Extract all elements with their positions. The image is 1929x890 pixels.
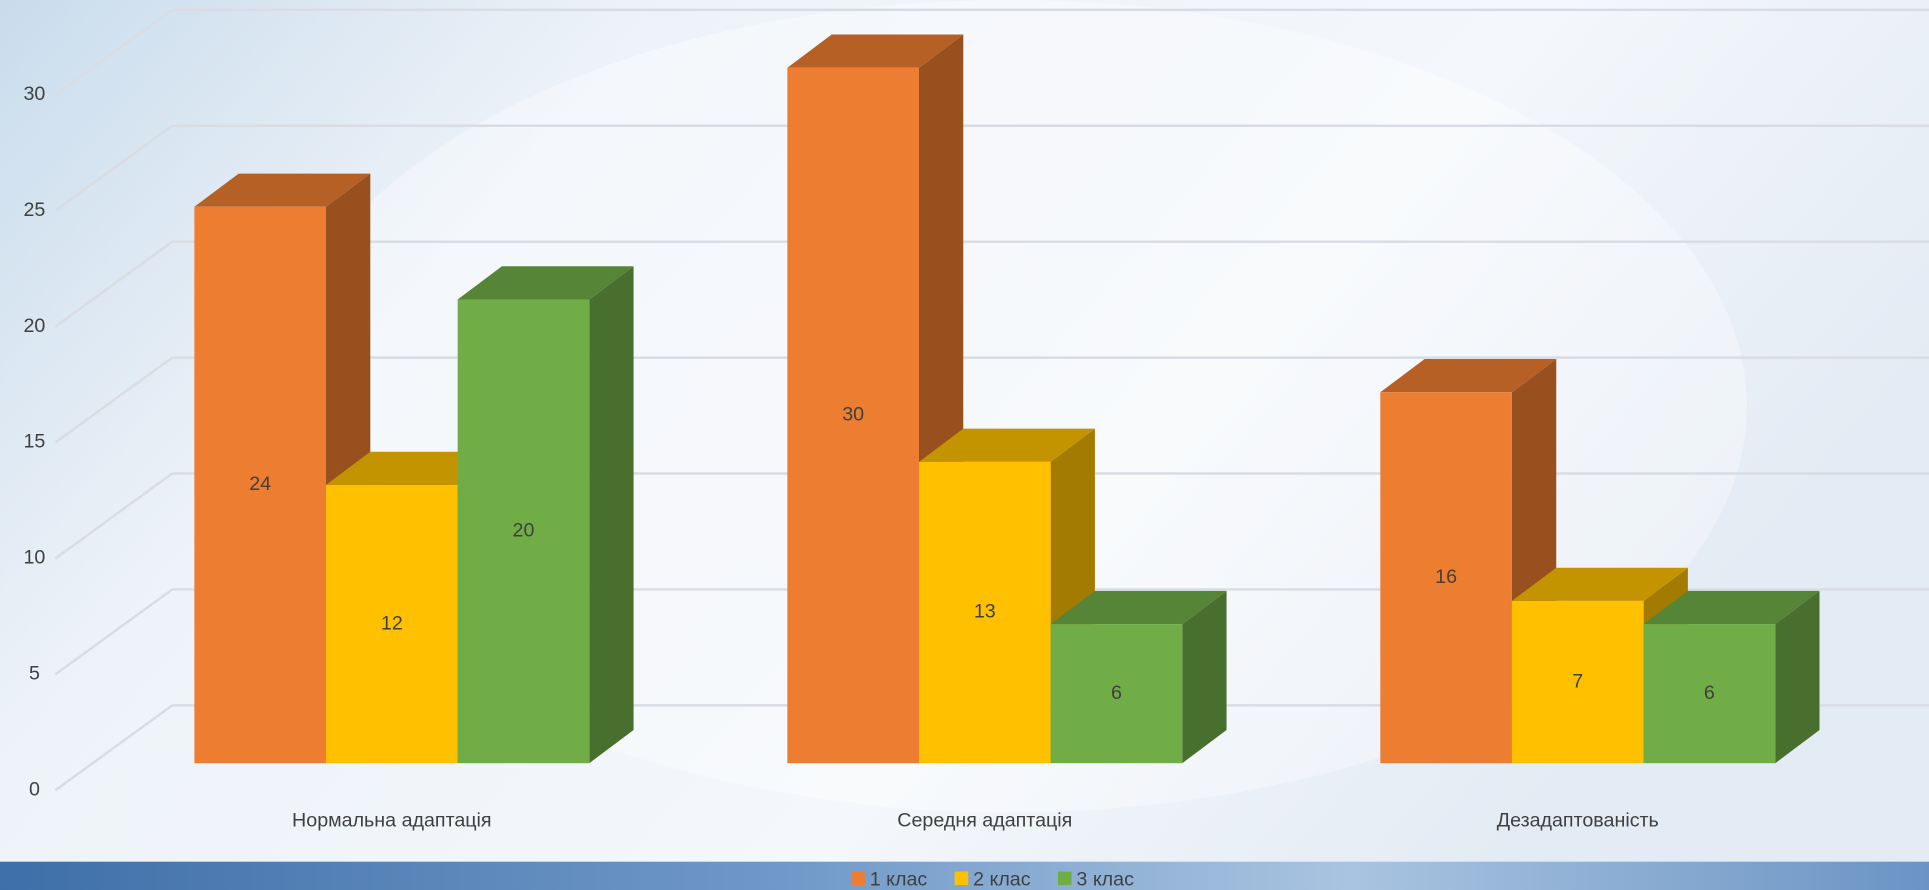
data-label: 24 bbox=[249, 473, 271, 495]
legend-swatch bbox=[851, 871, 865, 886]
legend-label: 2 клас bbox=[973, 868, 1031, 890]
grid-line-floor bbox=[54, 124, 173, 212]
bar bbox=[918, 461, 1051, 764]
data-label: 6 bbox=[1704, 682, 1715, 704]
bar-top bbox=[1643, 590, 1820, 625]
y-tick-label: 25 bbox=[24, 199, 46, 221]
legend-swatch bbox=[954, 871, 969, 886]
data-label: 7 bbox=[1572, 670, 1583, 692]
data-label: 30 bbox=[842, 404, 864, 426]
bar-top bbox=[457, 266, 634, 300]
data-label: 20 bbox=[513, 520, 535, 542]
data-label: 13 bbox=[974, 601, 996, 623]
bar-side bbox=[1775, 590, 1820, 764]
bar bbox=[1380, 392, 1512, 764]
data-label: 12 bbox=[381, 612, 403, 634]
legend-label: 1 клас bbox=[870, 868, 928, 890]
bar bbox=[1050, 624, 1183, 764]
y-tick-label: 15 bbox=[24, 431, 46, 453]
grid-line-floor bbox=[54, 472, 173, 560]
y-tick-label: 0 bbox=[29, 778, 40, 800]
bar bbox=[457, 299, 590, 764]
bar-side bbox=[1182, 590, 1227, 764]
bar bbox=[326, 485, 458, 764]
y-tick-label: 5 bbox=[29, 663, 40, 685]
legend-label: 3 клас bbox=[1076, 868, 1134, 890]
bar-side bbox=[589, 266, 634, 764]
y-tick-label: 30 bbox=[24, 83, 46, 105]
plot: 0 5 10 15 20 25 30 24 12 20 Нормальна адаптація 30 1… bbox=[24, 8, 1929, 890]
grid-line-floor bbox=[54, 356, 173, 444]
background-shape bbox=[270, 0, 1747, 813]
bar bbox=[787, 67, 919, 764]
grid-line-floor bbox=[54, 588, 173, 676]
x-tick-label: Середня адаптація bbox=[897, 809, 1072, 831]
grid-line-floor bbox=[54, 8, 173, 96]
grid-line-floor bbox=[54, 240, 173, 328]
y-tick-label: 10 bbox=[24, 547, 46, 569]
bar-top bbox=[1050, 590, 1227, 625]
data-label: 16 bbox=[1435, 566, 1457, 588]
data-label: 6 bbox=[1111, 682, 1122, 704]
bar bbox=[194, 206, 327, 764]
bar-top bbox=[1380, 359, 1557, 393]
legend-swatch bbox=[1057, 871, 1072, 886]
bar bbox=[1643, 624, 1776, 764]
bar-top bbox=[194, 173, 371, 207]
grid-line-floor bbox=[54, 704, 173, 792]
x-tick-label: Дезадаптованість bbox=[1497, 809, 1659, 831]
bar-top bbox=[918, 428, 1095, 462]
bar bbox=[1511, 600, 1644, 764]
y-tick-label: 20 bbox=[24, 315, 46, 337]
bar-top bbox=[787, 34, 964, 68]
x-tick-label: Нормальна адаптація bbox=[292, 809, 492, 831]
bar-top bbox=[1511, 567, 1688, 601]
